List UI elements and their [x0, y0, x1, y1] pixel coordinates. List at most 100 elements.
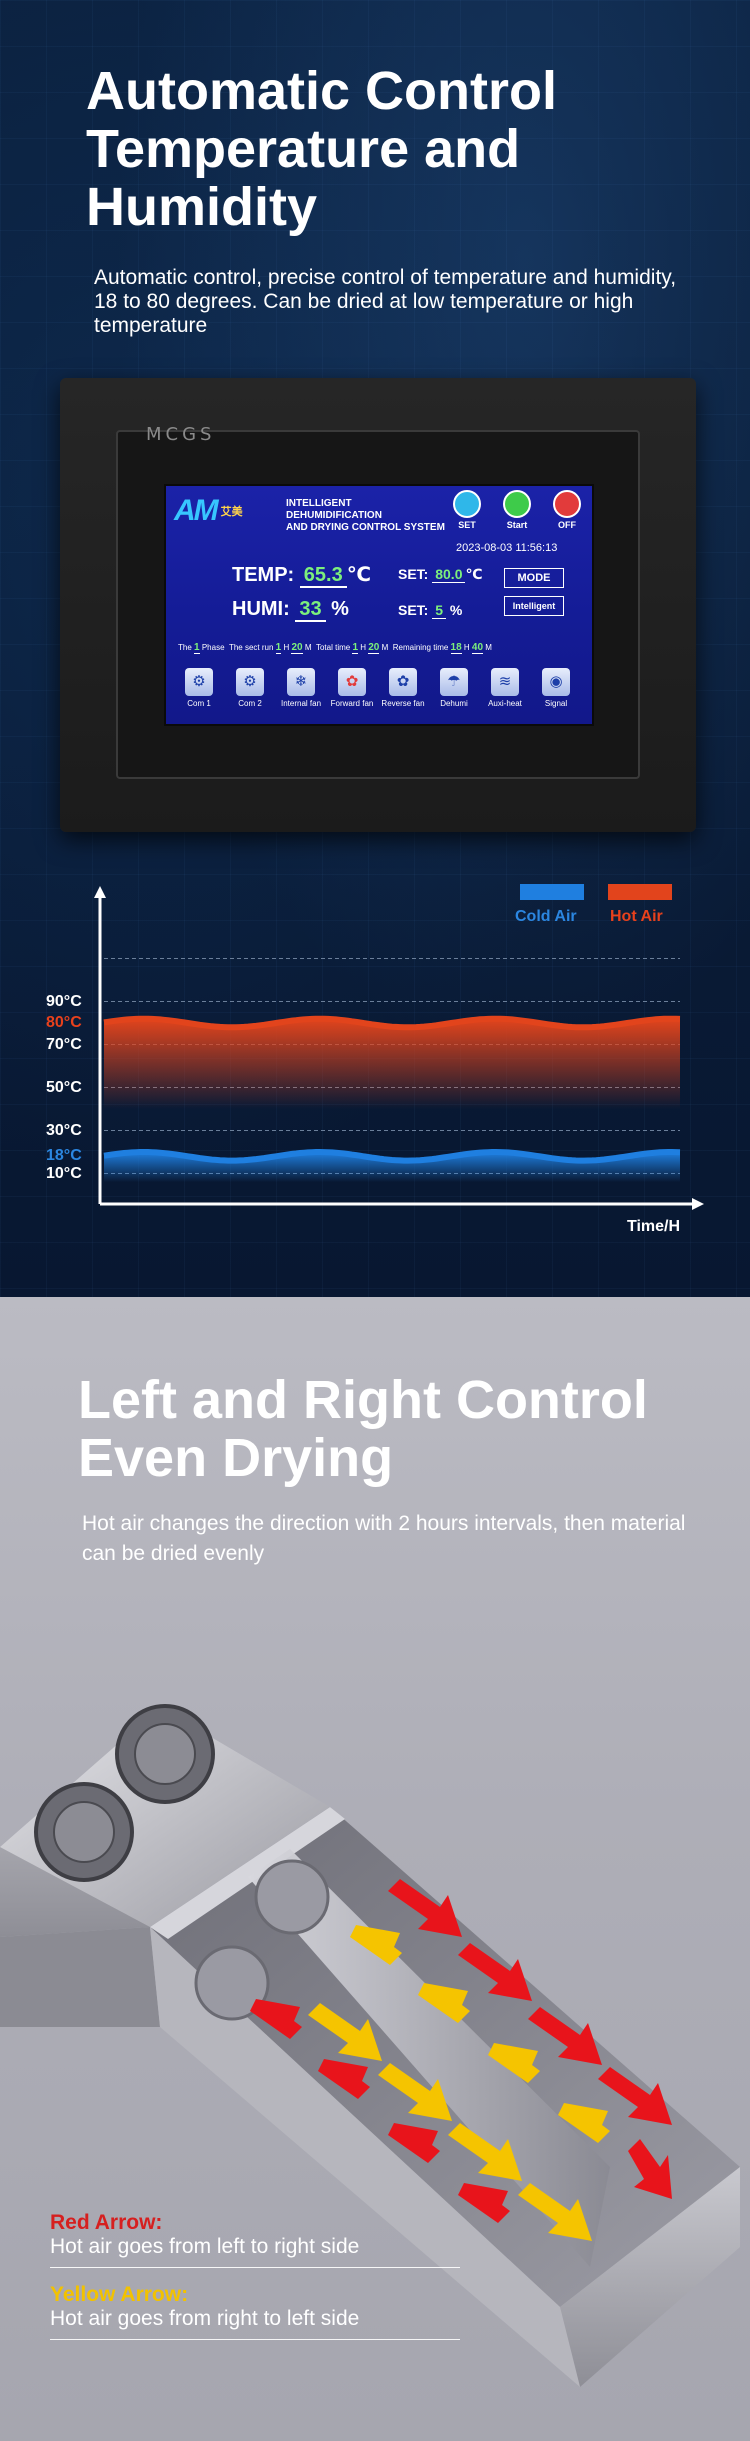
hour-unit: H: [360, 643, 367, 652]
set-icon: [453, 490, 481, 518]
yellow-arrows: [308, 1925, 610, 2241]
set-button[interactable]: SET: [450, 490, 484, 530]
hmi-screen: AM 艾美 INTELLIGENT DEHUMIDIFICATION AND DR…: [164, 484, 594, 726]
temperature-chart: 90°C 80°C 70°C 50°C 30°C 18°C 10°C Cold Air Ho…: [40, 878, 720, 1258]
temp-value: 65.3: [299, 564, 347, 588]
signal-status[interactable]: ◉ Signal: [531, 668, 581, 708]
fan-icon: [53, 1801, 115, 1863]
yellow-arrow-note: Yellow Arrow: Hot air goes from right to…: [50, 2283, 460, 2340]
signal-icon: ◉: [542, 668, 570, 696]
chamber-rim: [150, 1807, 345, 1939]
status-label: Forward fan: [330, 699, 374, 708]
y-tick-label: 90°C: [46, 992, 82, 1010]
system-title-line: AND DRYING CONTROL SYSTEM: [286, 522, 445, 533]
red-arrows: [250, 1879, 672, 2223]
set-humidity[interactable]: SET: 5 %: [398, 602, 463, 619]
status-label: Auxi-heat: [488, 699, 522, 708]
status-label: Internal fan: [280, 699, 322, 708]
minute-unit: M: [381, 643, 389, 652]
com2-status[interactable]: ⚙ Com 2: [225, 668, 275, 708]
section2-title-line: Even Drying: [78, 1428, 394, 1488]
section2-subtitle: Hot air changes the direction with 2 hou…: [82, 1512, 686, 1565]
datetime-display: 2023-08-03 11:56:13: [456, 542, 558, 554]
mode-button[interactable]: MODE: [504, 568, 564, 588]
y-tick-label: 50°C: [46, 1078, 82, 1096]
y-tick-label: 30°C: [46, 1121, 82, 1139]
reverse-fan-status[interactable]: ✿ Reverse fan: [378, 668, 428, 708]
minute-unit: M: [304, 643, 312, 652]
remaining-time-label: Remaining time: [392, 643, 449, 652]
heater-icon: ≋: [491, 668, 519, 696]
snowflake-icon: ❄: [287, 668, 315, 696]
fan-icon: [254, 1859, 330, 1935]
off-button[interactable]: OFF: [550, 490, 584, 530]
minute-unit: M: [485, 643, 492, 652]
yellow-arrow-title: Yellow Arrow:: [50, 2283, 189, 2306]
humi-label: HUMI:: [232, 598, 290, 620]
logo-subtext: 艾美: [220, 506, 243, 519]
logo-text: AM: [174, 494, 219, 527]
y-tick-label: 10°C: [46, 1164, 82, 1182]
cold-air-line: [103, 1149, 681, 1164]
set-temperature[interactable]: SET: 80.0 ℃: [398, 566, 482, 583]
hour-unit: H: [283, 643, 290, 652]
set-humi-label: SET:: [398, 602, 429, 618]
auxi-heat-status[interactable]: ≋ Auxi-heat: [480, 668, 530, 708]
status-icon-bar: ⚙ Com 1 ⚙ Com 2 ❄ Internal fan ✿ Forward…: [174, 668, 584, 724]
status-label: Com 2: [238, 699, 262, 708]
legend-swatch-hot: [608, 884, 672, 900]
company-logo: AM 艾美: [174, 496, 282, 526]
set-temp-value: 80.0: [432, 566, 466, 583]
temperature-readout: TEMP: 65.3 ℃: [232, 562, 371, 588]
water-drop-icon: ☂: [440, 668, 468, 696]
status-label: Signal: [544, 699, 568, 708]
hot-air-area: [104, 1018, 680, 1109]
total-time-minutes: 20: [368, 642, 380, 654]
total-time-hours: 1: [352, 642, 358, 654]
chamber-front-wall: [560, 2167, 740, 2387]
chamber-side-wall: [150, 1927, 580, 2387]
section1-title-line: Temperature and: [86, 119, 521, 179]
set-temp-label: SET:: [398, 566, 429, 582]
status-label: Dehumi: [440, 699, 468, 708]
dehumi-status[interactable]: ☂ Dehumi: [429, 668, 479, 708]
y-tick-label: 70°C: [46, 1035, 82, 1053]
com1-status[interactable]: ⚙ Com 1: [174, 668, 224, 708]
dryer-illustration: [0, 1704, 740, 2387]
total-time-label: Total time: [315, 643, 351, 652]
start-icon: [503, 490, 531, 518]
phase-text: Phase: [201, 643, 225, 652]
phase-status-line: The 1 Phase The sect run 1 H 20 M Total …: [178, 642, 492, 654]
humi-value: 33: [295, 598, 326, 622]
start-button[interactable]: Start: [500, 490, 534, 530]
start-button-label: Start: [506, 520, 528, 530]
temperature-humidity-section: Automatic Control Temperature and Humidi…: [0, 0, 750, 1297]
section1-title-line: Humidity: [86, 177, 318, 237]
machine-side: [0, 1927, 160, 2027]
temp-label: TEMP:: [232, 564, 295, 586]
set-humi-unit: %: [449, 602, 463, 618]
temp-unit: ℃: [346, 564, 371, 586]
set-button-label: SET: [458, 520, 476, 530]
phase-text: The: [178, 643, 192, 652]
hot-air-line: [103, 1015, 681, 1031]
chart-svg: [94, 886, 704, 1210]
remaining-time-minutes: 40: [471, 642, 484, 654]
forward-fan-status[interactable]: ✿ Forward fan: [327, 668, 377, 708]
legend-swatch-cold: [520, 884, 584, 900]
phase-number: 1: [194, 642, 200, 654]
internal-fan-status[interactable]: ❄ Internal fan: [276, 668, 326, 708]
section1-title: Automatic Control Temperature and Humidi…: [86, 62, 686, 236]
section1-subtitle: Automatic control, precise control of te…: [94, 266, 677, 337]
compressor-icon: ⚙: [185, 668, 213, 696]
mode-value[interactable]: Intelligent: [504, 596, 564, 616]
left-right-control-section: Left and Right Control Even Drying Hot a…: [0, 1297, 750, 2441]
chamber-partition: [248, 1849, 610, 2267]
yellow-arrow-desc: Hot air goes from right to left side: [50, 2307, 460, 2340]
section1-title-line: Automatic Control: [86, 61, 557, 121]
status-label: Com 1: [187, 699, 211, 708]
set-humi-value: 5: [432, 602, 447, 619]
humidity-readout: HUMI: 33 %: [232, 598, 349, 622]
sect-run-hours: 1: [275, 642, 282, 654]
humi-unit: %: [331, 598, 349, 620]
